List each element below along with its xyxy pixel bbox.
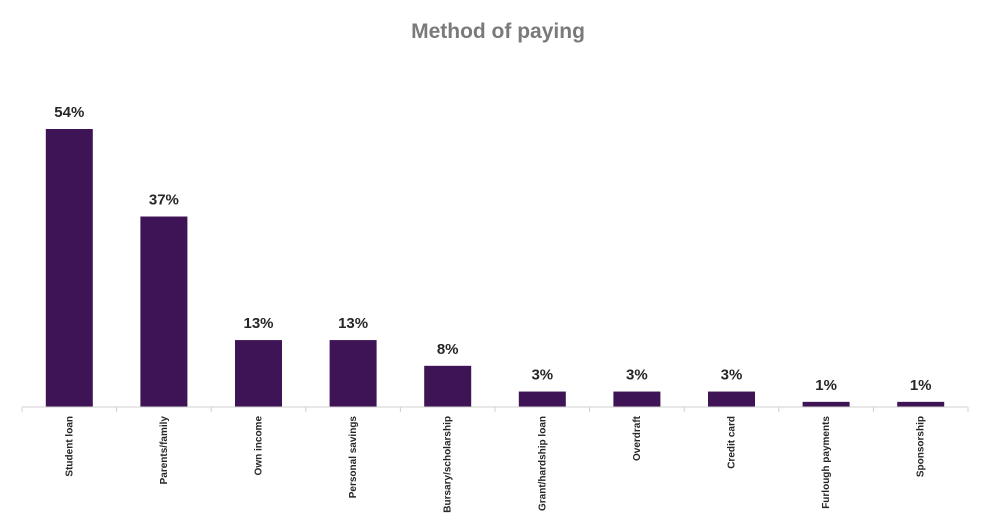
data-label: 1% [815,377,837,394]
data-label: 8% [437,341,459,358]
bar [140,216,188,407]
bar [613,391,661,407]
data-label: 13% [338,315,368,332]
bar [424,365,472,407]
data-label: 37% [149,192,179,209]
data-labels-group: 54% 37% 13% 13% 8% 3% 3% 3% 1% 1% [54,104,931,394]
data-label: 3% [531,367,553,384]
category-label: Overdraft [632,415,643,461]
bar [708,391,755,407]
category-label: Credit card [727,416,738,469]
data-label: 3% [626,367,648,384]
data-label: 1% [910,377,932,394]
data-label: 13% [243,315,273,332]
category-label: Student loan [64,416,75,477]
bar [235,340,282,407]
bars-group [45,129,945,407]
category-label: Furlough payments [821,416,832,509]
bar [518,391,566,407]
bar [45,129,93,407]
data-label: 54% [54,104,84,121]
bar [329,340,377,407]
category-label: Sponsorship [916,416,927,477]
category-label: Bursary/scholarship [443,416,454,513]
category-label: Own income [254,416,265,476]
x-axis-ticks [21,407,969,412]
chart-title: Method of paying [411,20,585,43]
data-label: 3% [721,367,743,384]
category-label: Personal savings [348,416,359,499]
category-label: Parents/family [159,416,170,485]
bar [897,401,945,407]
category-label: Grant/hardship loan [537,416,548,511]
category-labels-group: Student loan Parents/family Own income Pers… [64,415,926,512]
bar [802,401,850,407]
